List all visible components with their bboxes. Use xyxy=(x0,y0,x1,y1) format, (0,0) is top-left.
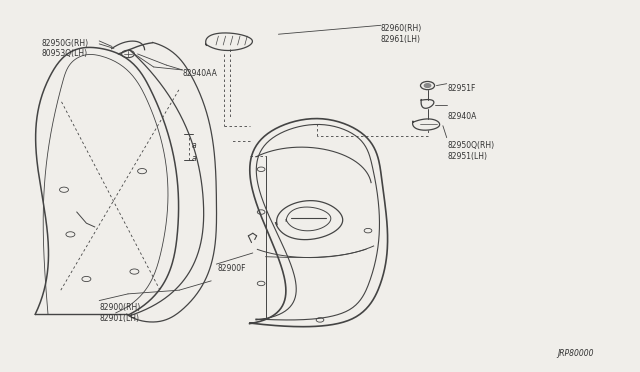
Text: 82900F: 82900F xyxy=(218,264,246,273)
Text: a: a xyxy=(192,141,196,150)
Text: 82950Q(RH)
82951(LH): 82950Q(RH) 82951(LH) xyxy=(448,141,495,161)
Text: 82951F: 82951F xyxy=(448,84,476,93)
Text: a: a xyxy=(192,154,196,163)
Text: 82900(RH)
82901(LH): 82900(RH) 82901(LH) xyxy=(99,303,140,323)
Text: JRP80000: JRP80000 xyxy=(557,349,593,358)
Text: 82940A: 82940A xyxy=(448,112,477,121)
Circle shape xyxy=(424,84,431,87)
Text: 82950G(RH)
80953Q(LH): 82950G(RH) 80953Q(LH) xyxy=(42,39,89,58)
Text: 82960(RH)
82961(LH): 82960(RH) 82961(LH) xyxy=(381,24,422,44)
Text: 82940AA: 82940AA xyxy=(182,69,217,78)
